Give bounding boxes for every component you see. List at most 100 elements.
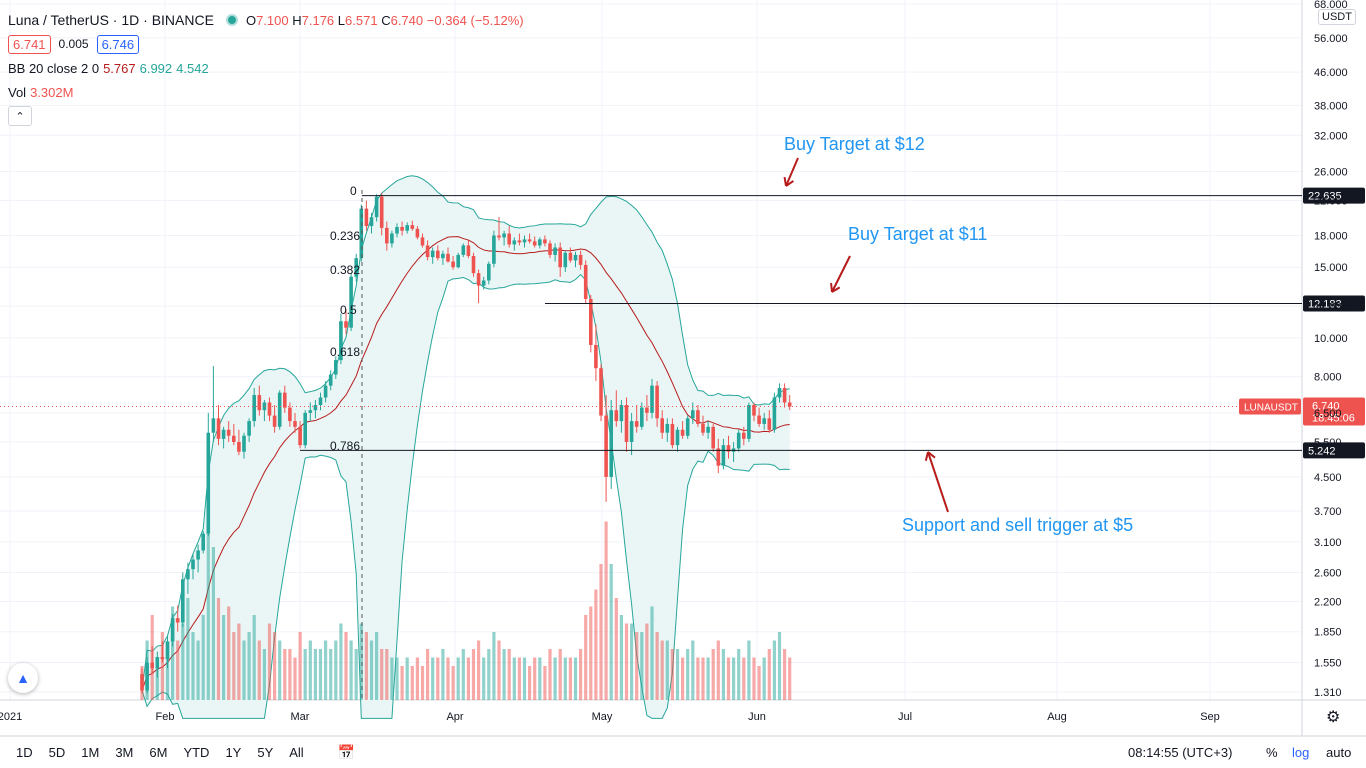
volume-bar [681, 657, 685, 700]
volume-bar [364, 632, 368, 700]
timeframe-1d[interactable]: 1D [16, 744, 33, 760]
annotation-arrow [830, 255, 851, 293]
volume-bar [375, 632, 379, 700]
candle [497, 217, 501, 241]
candle [456, 252, 460, 269]
candle [441, 250, 445, 265]
bb-label: BB 20 close 2 0 [8, 60, 100, 76]
candle [298, 421, 302, 449]
candle [701, 415, 705, 436]
candle [400, 221, 404, 236]
volume-bar [446, 657, 450, 700]
time-tick-label: Feb [156, 711, 175, 723]
chevron-up-icon[interactable]: ⌃ [8, 106, 32, 126]
candle [578, 250, 583, 270]
price-tag [1303, 397, 1365, 426]
candle [436, 245, 440, 261]
clock[interactable]: 08:14:55 (UTC+3) [1128, 744, 1233, 760]
candle [461, 243, 466, 258]
volume-bar [721, 649, 725, 700]
candle [354, 253, 358, 282]
ohlc-values: O7.100 H7.176 L6.571 C6.740 −0.364 (−5.1… [245, 12, 524, 28]
volume-bar [160, 632, 164, 700]
auto-toggle[interactable]: auto [1326, 744, 1352, 760]
volume-bar [191, 632, 195, 700]
candle [675, 426, 680, 452]
gear-icon[interactable]: ⚙ [1326, 709, 1341, 726]
candle [752, 402, 756, 422]
candle [410, 220, 415, 231]
candle [267, 397, 272, 422]
candle [293, 412, 297, 433]
candle [726, 435, 731, 459]
level-tag [1303, 442, 1365, 459]
timeframe-1m[interactable]: 1M [81, 744, 100, 760]
candle [609, 399, 613, 489]
time-tick-label: Apr [446, 711, 463, 723]
tradingview-logo-icon[interactable]: ▲ [8, 663, 38, 693]
bb-lower-line [141, 273, 790, 719]
annotation-arrow [924, 451, 949, 513]
candle [425, 240, 430, 261]
candle [288, 402, 292, 427]
candle [211, 366, 216, 442]
sell-button[interactable]: 6.741 [8, 34, 51, 54]
candle [772, 392, 777, 433]
volume-bar [390, 657, 394, 700]
price-tick-label: 1.310 [1314, 687, 1342, 699]
volume-bar [324, 640, 328, 700]
volume-bar [558, 649, 562, 700]
vol-legend-row[interactable]: Vol 3.302M [8, 80, 524, 104]
candle [140, 668, 144, 694]
log-toggle[interactable]: log [1292, 744, 1310, 760]
timeframe-6m[interactable]: 6M [149, 744, 168, 760]
price-tick-label: 2.600 [1314, 567, 1342, 579]
volume-bar [533, 657, 537, 700]
timeframe-ytd[interactable]: YTD [183, 744, 210, 760]
percent-toggle[interactable]: % [1266, 744, 1278, 760]
candle [487, 261, 491, 285]
volume-bar [767, 649, 771, 700]
symbol-title[interactable]: Luna / TetherUS · 1D · BINANCE [8, 12, 214, 28]
candle [247, 418, 251, 442]
volume-bar [165, 649, 170, 700]
volume-bar [706, 657, 710, 700]
bb-legend-row[interactable]: BB 20 close 2 0 5.767 6.992 4.542 [8, 56, 524, 80]
candle [216, 405, 221, 446]
candle [757, 407, 761, 427]
volume-bar [410, 666, 414, 700]
candle [323, 381, 328, 403]
candle [175, 605, 180, 632]
time-tick-label: May [592, 711, 613, 723]
bb-upper-value: 6.992 [139, 60, 173, 76]
volume-bar [783, 649, 787, 700]
candle [624, 397, 629, 452]
candle [777, 383, 782, 403]
volume-bar [278, 640, 282, 700]
timeframe-5y[interactable]: 5Y [257, 744, 274, 760]
timeframe-all[interactable]: All [289, 744, 304, 760]
timeframe-3m[interactable]: 3M [115, 744, 134, 760]
volume-bar [155, 657, 159, 700]
volume-bar [339, 623, 343, 700]
candle [706, 421, 710, 439]
candle [369, 212, 374, 234]
timeframe-5d[interactable]: 5D [48, 744, 66, 760]
candle [364, 200, 369, 231]
price-tick-label: 5.500 [1314, 437, 1342, 449]
buy-button[interactable]: 6.746 [96, 34, 140, 54]
volume-bar [283, 649, 287, 700]
fib-label: 0.382 [330, 263, 360, 277]
candle [201, 530, 205, 554]
level-tag-label: 12.183 [1308, 298, 1342, 310]
volume-bar [614, 598, 618, 700]
timeframe-1y[interactable]: 1Y [225, 744, 242, 760]
price-tick-label: 6.500 [1314, 408, 1342, 420]
currency-tag[interactable]: USDT [1318, 9, 1356, 25]
candle [538, 237, 542, 249]
volume-bar [232, 632, 236, 700]
fib-label: 0.618 [330, 345, 360, 359]
calendar-range-icon[interactable]: 📅 [337, 743, 356, 760]
volume-bar [247, 632, 251, 700]
